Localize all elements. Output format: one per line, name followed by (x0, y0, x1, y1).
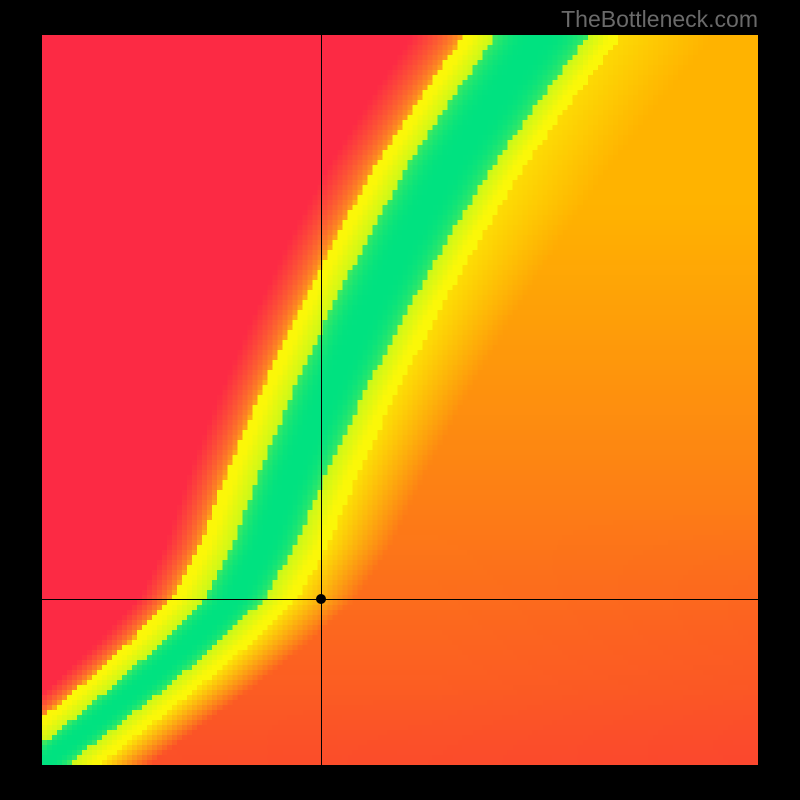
watermark-text: TheBottleneck.com (561, 6, 758, 33)
bottleneck-heatmap (42, 35, 758, 765)
crosshair-horizontal (42, 599, 758, 600)
crosshair-vertical (321, 35, 322, 765)
